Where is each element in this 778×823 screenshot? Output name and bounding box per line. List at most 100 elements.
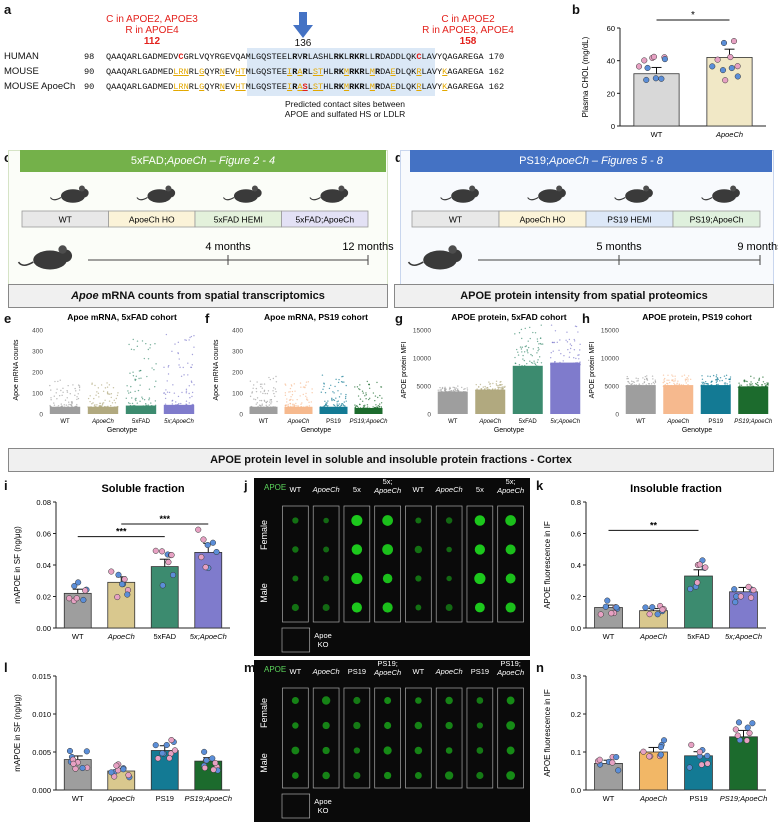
blot-background <box>254 478 530 656</box>
jitter-point <box>255 390 258 393</box>
jitter-point <box>671 374 673 376</box>
jitter-point <box>673 382 675 385</box>
jitter-point <box>54 380 56 383</box>
blot-column-label: ApoeCh <box>312 485 340 494</box>
jitter-point <box>486 386 489 389</box>
jitter-point <box>87 397 90 400</box>
sequence-text: QAAQARLGADMEDLRNRLGQYRNEVHTMLGQSTEEIRASL… <box>106 82 484 92</box>
jitter-point <box>440 388 442 391</box>
jitter-point <box>642 377 644 379</box>
jitter-point <box>164 393 167 396</box>
jitter-point <box>98 396 100 398</box>
jitter-point <box>173 392 176 394</box>
blot-dot <box>351 544 363 555</box>
jitter-point <box>727 385 729 388</box>
jitter-point <box>63 404 65 406</box>
y-tick-label: 15000 <box>413 328 431 335</box>
jitter-point <box>475 389 477 392</box>
jitter-point <box>191 381 193 384</box>
y-tick-label: 15000 <box>601 328 619 335</box>
jitter-point <box>131 397 133 399</box>
jitter-point <box>167 373 170 375</box>
jitter-point <box>628 382 631 384</box>
blot-column-label: WT <box>290 485 302 494</box>
jitter-point <box>107 405 109 407</box>
jitter-point <box>536 338 539 340</box>
jitter-point <box>703 382 706 384</box>
blot-male-label: Male <box>259 753 269 773</box>
x-tick-label: PS19;ApoeCh <box>720 794 768 803</box>
blot-dot <box>353 721 361 730</box>
jitter-point <box>566 341 569 343</box>
jitter-point <box>305 395 307 397</box>
blot-lane <box>312 687 340 789</box>
jitter-point <box>362 407 365 409</box>
jitter-point <box>626 378 628 380</box>
jitter-point <box>266 392 269 395</box>
jitter-point <box>164 397 167 400</box>
y-tick-label: 0.00 <box>36 624 51 633</box>
jitter-point <box>291 403 294 405</box>
blot-dot <box>445 696 453 705</box>
jitter-point <box>680 385 682 388</box>
jitter-point <box>100 405 103 408</box>
y-axis-label: APOE protein MFI <box>589 342 596 399</box>
jitter-point <box>57 405 60 407</box>
y-tick-label: 0.000 <box>32 786 51 795</box>
jitter-point <box>337 390 339 392</box>
y-axis-label: APOE protein MFI <box>401 342 408 399</box>
jitter-point <box>334 385 336 388</box>
jitter-point <box>275 381 278 383</box>
jitter-point <box>489 385 492 388</box>
sequence-text: QAAQARLGADMEDLRNRLGQYRNEVHTMLGQSTEEIRARL… <box>106 67 484 77</box>
jitter-point <box>569 351 571 354</box>
mouse-icon <box>614 185 653 203</box>
jitter-point <box>534 332 537 334</box>
data-point <box>749 720 756 727</box>
data-point <box>642 604 649 611</box>
jitter-point <box>113 399 115 401</box>
x-tick-label: ApoeCh <box>287 419 310 425</box>
jitter-point <box>550 324 553 326</box>
jitter-point <box>746 384 748 386</box>
sequence-row: HUMAN 98 QAAQARLGADMEDVCGRLVQYRGEVQAMLGQST… <box>4 51 504 62</box>
jitter-point <box>499 384 501 386</box>
blot-dot <box>474 602 485 613</box>
data-point <box>745 583 752 590</box>
jitter-point <box>286 401 288 403</box>
jitter-point <box>321 406 323 408</box>
blot-dot <box>351 572 363 585</box>
jitter-point <box>570 344 573 347</box>
jitter-point <box>67 405 69 408</box>
jitter-point <box>497 384 499 387</box>
jitter-point <box>102 402 105 404</box>
jitter-point <box>683 385 686 387</box>
jitter-point <box>537 367 540 369</box>
jitter-point <box>725 374 728 377</box>
jitter-point <box>626 385 628 387</box>
jitter-point <box>251 406 254 408</box>
y-tick-label: 200 <box>232 370 243 377</box>
jitter-point <box>637 380 639 382</box>
jitter-point <box>677 385 679 387</box>
jitter-point <box>132 338 134 341</box>
jitter-point <box>146 405 148 407</box>
y-tick-label: 0.015 <box>32 672 51 681</box>
jitter-point <box>704 380 707 383</box>
jitter-point <box>745 380 747 382</box>
jitter-point <box>381 397 383 399</box>
jitter-point <box>649 384 651 387</box>
jitter-point <box>526 362 528 365</box>
jitter-point <box>154 404 157 406</box>
jitter-point <box>155 380 157 382</box>
x-axis-label: Genotype <box>682 427 712 434</box>
blot-dot <box>291 603 299 612</box>
jitter-point <box>444 387 446 390</box>
blot-lane <box>282 687 309 789</box>
mouse-tail <box>309 197 321 201</box>
jitter-point <box>577 354 579 356</box>
jitter-point <box>495 383 498 385</box>
data-point <box>209 539 217 546</box>
jitter-point <box>91 383 93 385</box>
